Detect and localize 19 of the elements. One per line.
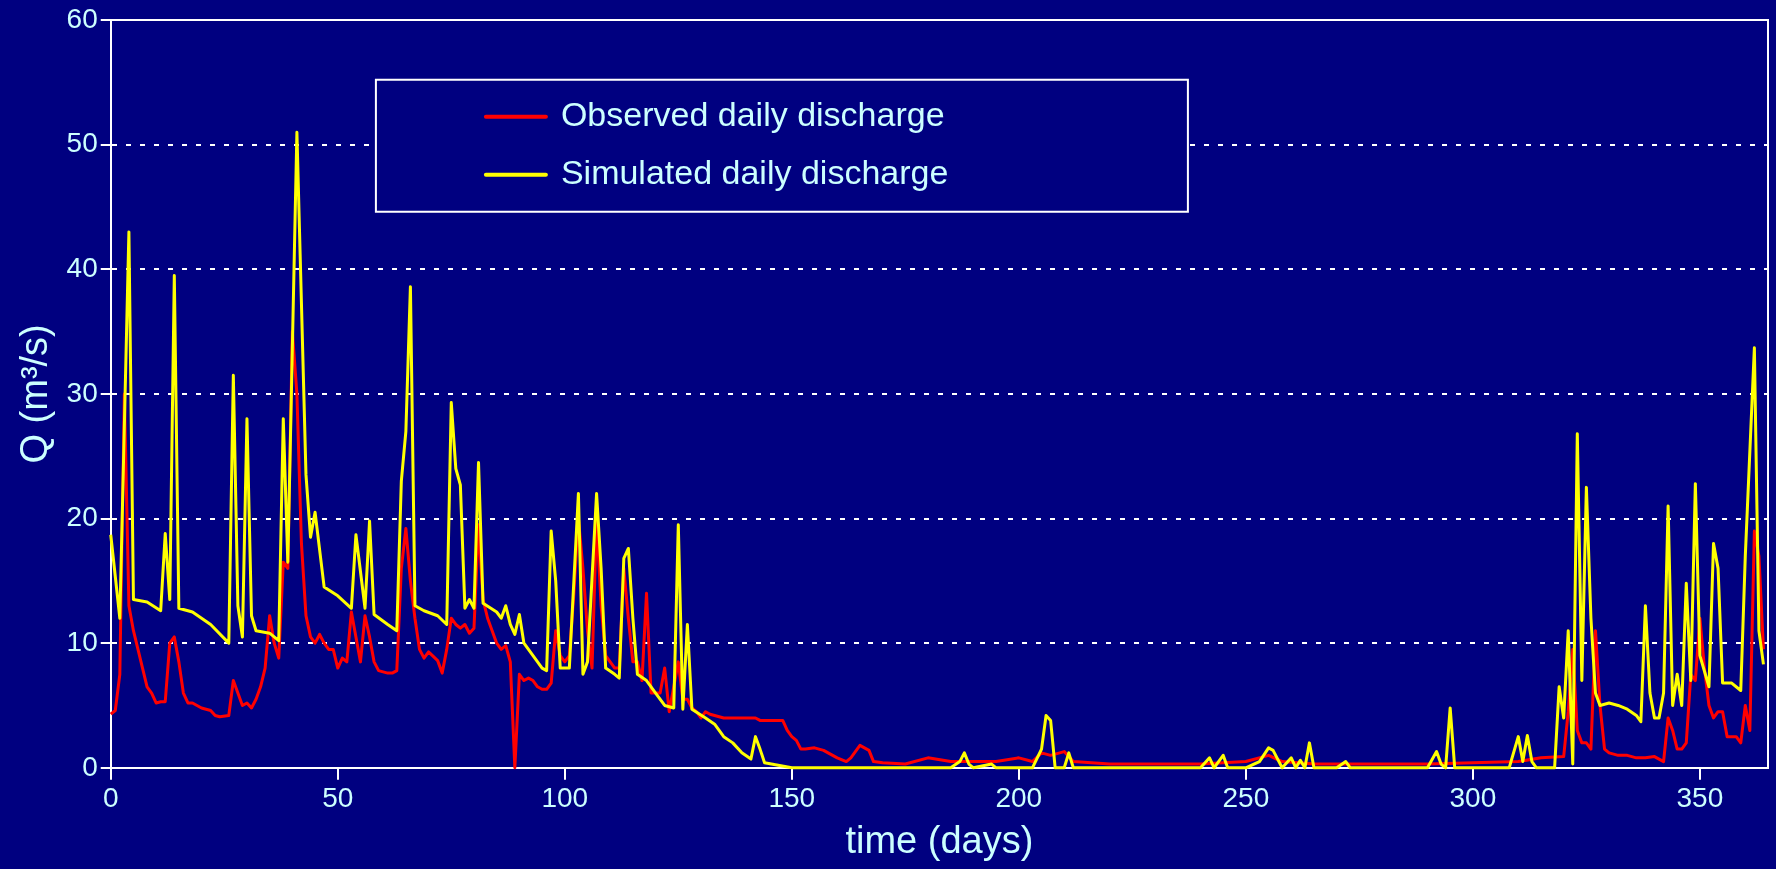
x-tick-label: 100 xyxy=(541,782,589,814)
x-tick-label: 350 xyxy=(1676,782,1724,814)
y-tick-label: 10 xyxy=(66,625,98,657)
x-tick-label: 300 xyxy=(1449,782,1497,814)
x-tick-label: 50 xyxy=(322,782,354,814)
y-tick-label: 30 xyxy=(66,376,98,408)
y-tick-label: 50 xyxy=(66,127,98,159)
y-tick-label: 60 xyxy=(66,2,98,34)
x-tick-label: 250 xyxy=(1222,782,1270,814)
legend-label: Simulated daily discharge xyxy=(560,153,949,192)
legend-label: Observed daily discharge xyxy=(560,95,945,134)
x-tick-label: 200 xyxy=(995,782,1043,814)
y-axis-title: Q (m³/s) xyxy=(13,324,56,464)
x-axis-title: time (days) xyxy=(845,818,1034,861)
y-tick-label: 0 xyxy=(82,750,98,782)
x-tick-label: 0 xyxy=(102,782,119,814)
y-tick-label: 40 xyxy=(66,251,98,283)
x-tick-label: 150 xyxy=(768,782,816,814)
y-tick-label: 20 xyxy=(66,501,98,533)
